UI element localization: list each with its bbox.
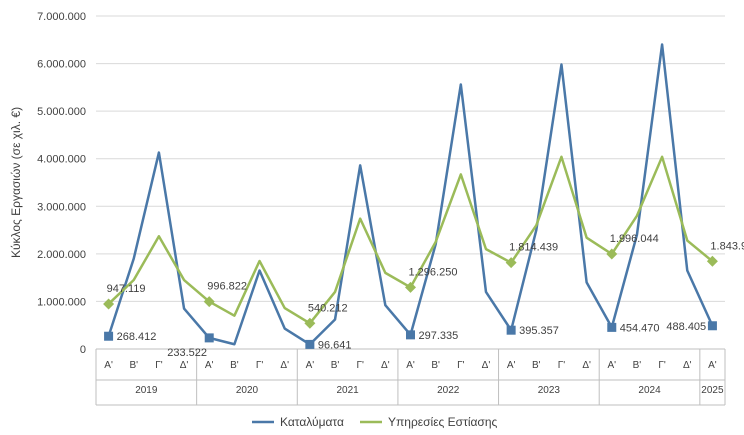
x-tick-label: Γ' bbox=[356, 360, 364, 371]
x-tick-label: Β' bbox=[230, 360, 239, 371]
series-marker bbox=[406, 330, 415, 340]
x-tick-label: Δ' bbox=[180, 360, 189, 371]
data-label: 297.335 bbox=[419, 330, 459, 342]
x-tick-label: Β' bbox=[633, 360, 642, 371]
x-tick-label: Β' bbox=[331, 360, 340, 371]
legend-label: Υπηρεσίες Εστίασης bbox=[388, 415, 498, 429]
x-tick-label: Α' bbox=[104, 360, 113, 371]
x-year-label: 2019 bbox=[135, 385, 158, 396]
series-marker bbox=[305, 339, 315, 349]
data-label: 947.119 bbox=[107, 283, 146, 295]
data-label: 395.357 bbox=[519, 325, 559, 337]
series-marker bbox=[706, 255, 718, 267]
legend-label: Καταλύματα bbox=[280, 415, 344, 429]
series-marker bbox=[607, 322, 617, 332]
x-tick-label: Δ' bbox=[582, 360, 591, 371]
series-marker bbox=[707, 321, 717, 331]
x-tick-label: Β' bbox=[532, 360, 541, 371]
x-tick-label: Δ' bbox=[482, 360, 491, 371]
x-tick-label: Α' bbox=[406, 360, 415, 371]
series-marker bbox=[104, 331, 114, 341]
x-year-label: 2023 bbox=[538, 385, 561, 396]
legend: Καταλύματα Υπηρεσίες Εστίασης bbox=[252, 415, 498, 429]
data-label: 488.405 bbox=[666, 321, 706, 333]
series-marker bbox=[606, 248, 618, 260]
y-tick-label: 4.000.000 bbox=[37, 154, 86, 166]
data-label: 1.843.912 bbox=[710, 240, 744, 252]
x-tick-label: Δ' bbox=[381, 360, 390, 371]
grid-lines bbox=[96, 15, 725, 302]
x-tick-label: Α' bbox=[306, 360, 315, 371]
x-year-label: 2021 bbox=[336, 385, 359, 396]
x-tick-label: Γ' bbox=[658, 360, 666, 371]
x-tick-label: Α' bbox=[507, 360, 516, 371]
x-tick-label: Α' bbox=[205, 360, 214, 371]
series-marker bbox=[103, 298, 115, 310]
y-tick-label: 2.000.000 bbox=[37, 249, 86, 261]
series-marker bbox=[506, 325, 516, 335]
series-line-1 bbox=[107, 43, 714, 346]
data-label: 1.814.439 bbox=[509, 242, 558, 254]
y-tick-label: 6.000.000 bbox=[37, 59, 86, 71]
x-tick-label: Δ' bbox=[683, 360, 692, 371]
data-label: 454.470 bbox=[620, 322, 660, 334]
y-axis-label: Κύκλος Εργασιών (σε χιλ. €) bbox=[9, 107, 23, 258]
series-marker bbox=[505, 257, 517, 269]
data-labels: 268.412 233.522 96.641 297.335 395.357 454.47… bbox=[107, 233, 744, 359]
data-label: 1.296.250 bbox=[409, 266, 458, 278]
x-tick-label: Α' bbox=[708, 360, 717, 371]
x-tick-label: Γ' bbox=[457, 360, 465, 371]
x-tick-label: Β' bbox=[431, 360, 440, 371]
data-label: 233.522 bbox=[167, 347, 207, 359]
y-tick-label: 1.000.000 bbox=[37, 296, 86, 308]
series-group bbox=[103, 43, 718, 349]
x-tick-label: Α' bbox=[607, 360, 616, 371]
data-label: 1.996.044 bbox=[610, 233, 659, 245]
x-tick-label: Δ' bbox=[280, 360, 289, 371]
series-marker bbox=[405, 281, 416, 293]
x-year-label: 2022 bbox=[437, 385, 460, 396]
y-axis-ticks: 0 1.000.000 2.000.000 3.000.000 4.000.000 5.0… bbox=[37, 11, 86, 356]
y-tick-label: 7.000.000 bbox=[37, 11, 86, 23]
y-tick-label: 5.000.000 bbox=[37, 106, 86, 118]
series-marker bbox=[304, 317, 316, 329]
x-year-label: 2024 bbox=[638, 385, 661, 396]
x-year-label: 2025 bbox=[701, 385, 724, 396]
y-tick-label: 0 bbox=[80, 344, 86, 356]
x-tick-label: Β' bbox=[129, 360, 138, 371]
x-tick-label: Γ' bbox=[558, 360, 566, 371]
x-tick-label: Γ' bbox=[155, 360, 163, 371]
x-tick-label: Γ' bbox=[256, 360, 264, 371]
x-axis: Α' Β' Γ' Δ' Α' Β' Γ' Δ' Α' Β' Γ' Δ' Α' Β' Γ' Δ' Α' Β' Γ' Δ'… bbox=[95, 348, 726, 406]
x-year-label: 2020 bbox=[236, 385, 259, 396]
data-label: 96.641 bbox=[318, 339, 352, 351]
data-label: 268.412 bbox=[117, 331, 157, 343]
series-marker bbox=[203, 296, 215, 308]
series-marker bbox=[204, 333, 214, 343]
data-label: 540.212 bbox=[308, 302, 348, 314]
data-label: 996.822 bbox=[207, 281, 247, 293]
y-tick-label: 3.000.000 bbox=[37, 201, 86, 213]
